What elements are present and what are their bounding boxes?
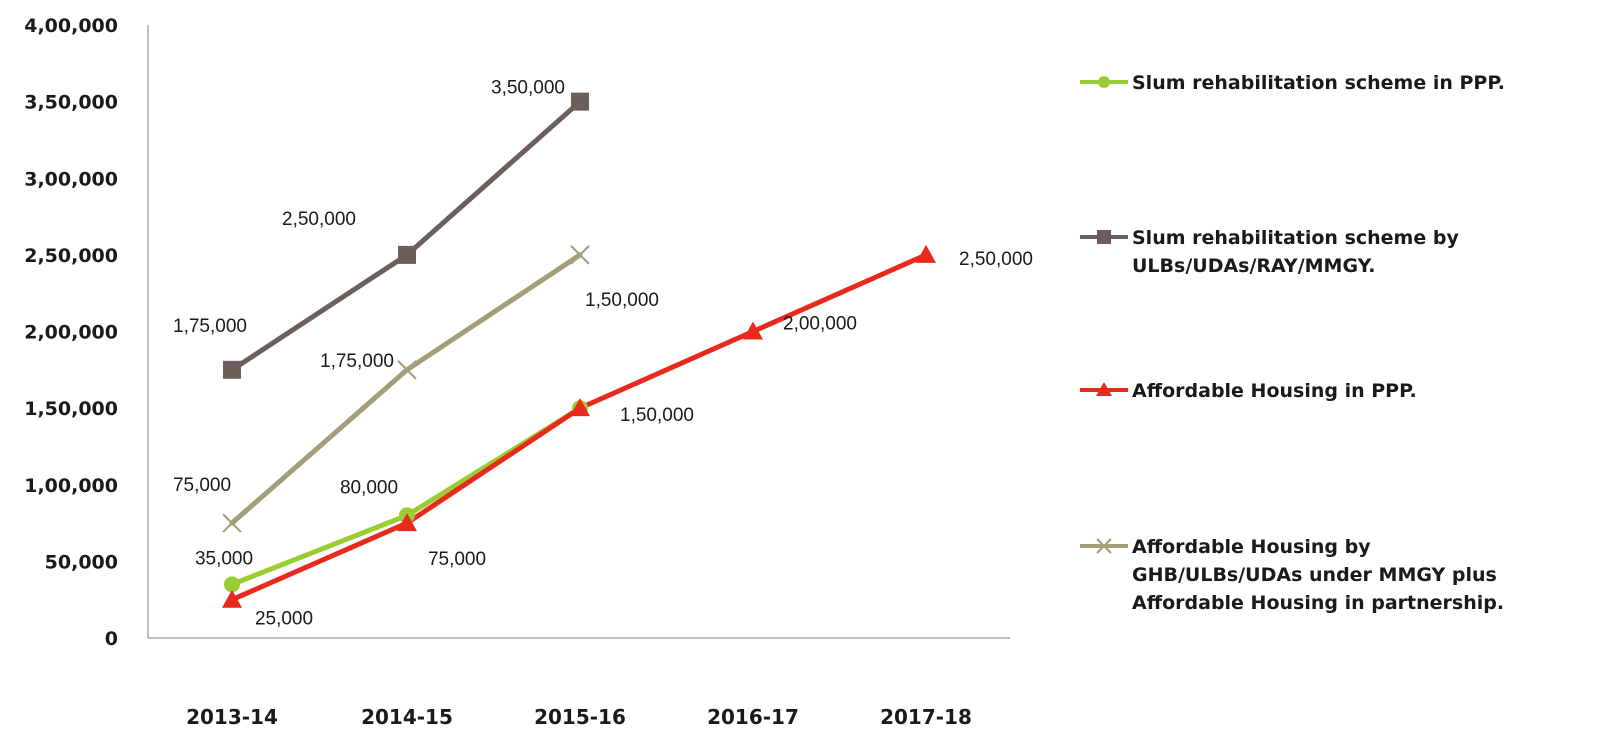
legend-label: GHB/ULBs/UDAs under MMGY plus [1132,564,1497,586]
legend-label: ULBs/UDAs/RAY/MMGY. [1132,255,1375,277]
series-line [229,405,583,587]
x-tick-label: 2014-15 [361,705,453,729]
x-tick-label: 2017-18 [880,705,972,729]
x-tick-label: 2013-14 [186,705,278,729]
series-line [229,99,583,373]
x-tick-label: 2016-17 [707,705,799,729]
data-label: 1,50,000 [585,290,659,311]
y-axis-ticks: 0 50,000 1,00,000 1,50,000 2,00,000 2,50,000 3… [24,15,118,650]
legend-label: Slum rehabilitation scheme by [1132,227,1459,249]
y-tick-label: 50,000 [45,551,118,573]
data-point [743,321,763,340]
data-label: 2,50,000 [959,249,1033,270]
data-point [222,513,242,533]
legend-marker [1096,382,1112,396]
data-label: 2,50,000 [282,209,356,230]
data-label: 2,00,000 [783,314,857,335]
data-label: 1,50,000 [620,405,694,426]
data-label: 75,000 [428,549,486,570]
legend-label: Affordable Housing by [1132,536,1371,558]
y-tick-label: 2,50,000 [24,245,118,267]
y-tick-label: 3,00,000 [24,168,118,190]
series-line [229,252,583,526]
series-markers [222,92,936,608]
legend-item: Slum rehabilitation scheme by ULBs/UDAs/R… [1080,227,1459,277]
legend-marker [1096,538,1112,554]
data-label: 25,000 [255,609,313,630]
series-line [229,252,929,603]
data-point [398,245,416,264]
data-point [916,244,936,263]
data-label: 75,000 [173,475,231,496]
legend-label: Affordable Housing in PPP. [1132,380,1417,402]
legend-item: Affordable Housing by GHB/ULBs/UDAs under… [1080,536,1504,614]
y-tick-label: 4,00,000 [24,15,118,37]
legend-label: Affordable Housing in partnership. [1132,592,1504,614]
data-label: 80,000 [340,477,398,498]
data-point [570,398,590,417]
legend-label: Slum rehabilitation scheme in PPP. [1132,72,1505,94]
data-point [223,360,241,379]
legend-item: Affordable Housing in PPP. [1080,380,1417,402]
data-point [570,245,590,265]
data-label: 35,000 [195,548,253,569]
y-tick-label: 0 [105,628,118,650]
axes [147,25,1010,639]
x-axis-ticks: 2013-14 2014-15 2015-16 2016-17 2017-18 [186,705,972,729]
data-labels: 35,000 80,000 1,75,000 2,50,000 3,50,000 25,0… [173,78,1033,630]
y-tick-label: 1,50,000 [24,398,118,420]
y-tick-label: 2,00,000 [24,322,118,344]
data-point [397,513,417,532]
legend-marker [1098,76,1110,88]
y-tick-label: 3,50,000 [24,92,118,114]
data-label: 1,75,000 [320,351,394,372]
x-tick-label: 2015-16 [534,705,626,729]
data-label: 3,50,000 [491,78,565,99]
legend-marker [1097,230,1111,244]
data-label: 1,75,000 [173,316,247,337]
legend: Slum rehabilitation scheme in PPP. Slum r… [1080,72,1505,614]
y-tick-label: 1,00,000 [24,475,118,497]
legend-item: Slum rehabilitation scheme in PPP. [1080,72,1505,94]
data-point [571,92,589,111]
data-point [224,576,240,593]
data-point [397,360,417,380]
data-point [222,589,242,608]
